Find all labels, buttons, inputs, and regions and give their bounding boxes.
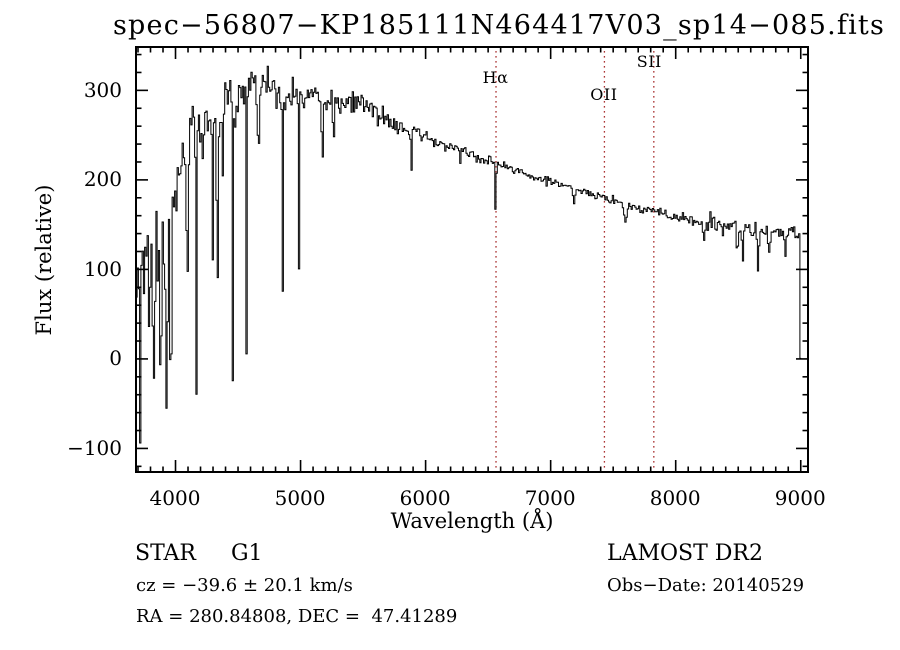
x-axis-label: Wavelength (Å)	[390, 509, 554, 533]
x-tick-label: 9000	[774, 486, 826, 510]
plot-title: spec−56807−KP185111N464417V03_sp14−085.f…	[113, 10, 886, 41]
spectrum-trace	[135, 65, 802, 444]
x-tick-label: 4000	[149, 486, 201, 510]
object-class-label: STAR G1	[135, 541, 263, 566]
radial-velocity-label: cz = −39.6 ± 20.1 km/s	[136, 575, 353, 596]
x-tick-label: 6000	[399, 486, 451, 510]
y-tick-label: 300	[83, 77, 122, 102]
x-tick-label: 5000	[274, 486, 326, 510]
coordinates-label: RA = 280.84808, DEC = 47.41289	[136, 606, 458, 627]
x-tick-label: 7000	[524, 486, 576, 510]
observation-date-label: Obs−Date: 20140529	[607, 575, 805, 596]
y-tick-label: 100	[83, 256, 122, 281]
spectral-line-label: Hα	[482, 68, 509, 87]
spectral-line-label: SII	[636, 52, 662, 71]
y-tick-label: −100	[67, 435, 122, 460]
spectral-line-label: OII	[590, 85, 618, 104]
y-tick-label: 200	[83, 167, 122, 192]
plot-canvas	[135, 46, 809, 473]
y-tick-label: 0	[109, 346, 122, 371]
x-tick-label: 8000	[649, 486, 701, 510]
survey-name-label: LAMOST DR2	[607, 541, 763, 566]
plot-frame	[135, 46, 809, 473]
